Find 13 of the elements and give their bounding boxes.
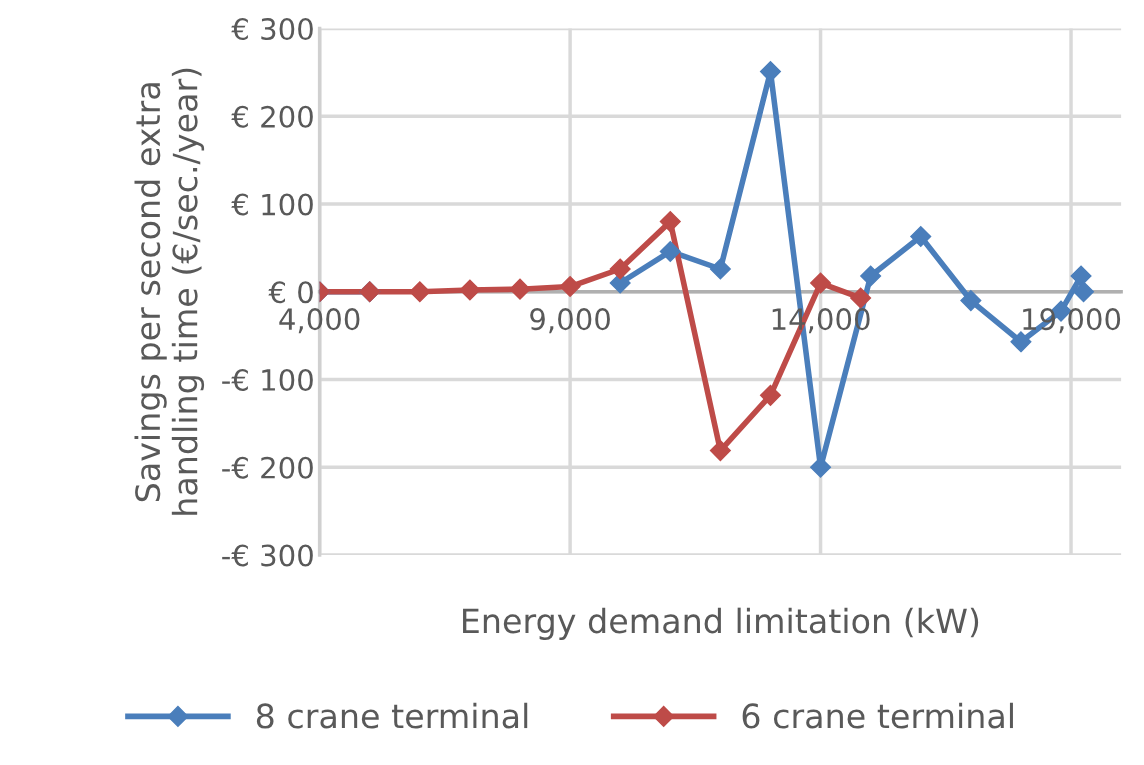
- y-tick-label: € 200: [231, 105, 313, 128]
- y-tick-label: € 100: [231, 193, 313, 216]
- x-tick-label: 9,000: [530, 308, 610, 334]
- y-tick-label: -€ 300: [222, 544, 313, 567]
- x-axis-title: Energy demand limitation (kW): [463, 607, 979, 640]
- y-tick-label: € 300: [231, 18, 313, 41]
- y-axis-title: Savings per second extra handling time (€/sec./year): [134, 68, 205, 515]
- y-tick-label: -€ 200: [222, 456, 313, 479]
- legend-label: 6 crane terminal: [742, 702, 1013, 729]
- x-tick-label: 4,000: [279, 308, 360, 334]
- y-tick-label: € 0: [268, 281, 313, 304]
- y-tick-label: -€ 100: [222, 368, 313, 392]
- legend-label: 8 crane terminal: [256, 702, 528, 729]
